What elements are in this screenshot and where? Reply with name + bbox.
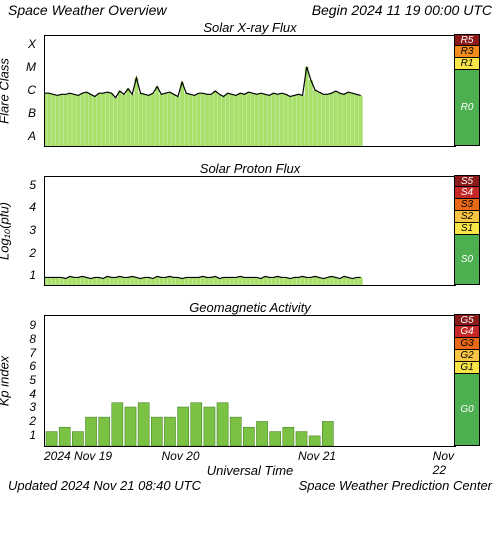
footer-row: Updated 2024 Nov 21 08:40 UTC Space Weat… — [0, 478, 500, 495]
scale-seg-g1: G1 — [455, 362, 479, 374]
ytick: C — [27, 83, 36, 97]
ytick: 8 — [29, 332, 36, 346]
ytick: 4 — [29, 387, 36, 401]
ytick: 1 — [29, 428, 36, 442]
ytick: X — [28, 37, 36, 51]
scale-seg-g4: G4 — [455, 326, 479, 338]
scale-seg-g0: G0 — [455, 374, 479, 445]
xaxis-label: Universal Time — [0, 463, 500, 478]
xray-scalebar: R5R3R1R0 — [454, 34, 480, 146]
ytick: 1 — [29, 268, 36, 282]
scale-seg-s1: S1 — [455, 223, 479, 235]
ytick: B — [28, 106, 36, 120]
ytick: 4 — [29, 200, 36, 214]
xray-title: Solar X-ray Flux — [0, 20, 500, 35]
header-row: Space Weather Overview Begin 2024 11 19 … — [0, 0, 500, 18]
proton-title: Solar Proton Flux — [0, 161, 500, 176]
xray-ylabel: Flare Class — [0, 58, 12, 124]
ytick: 2 — [29, 246, 36, 260]
xtick: Nov 20 — [162, 449, 200, 463]
proton-scalebar: S5S4S3S2S1S0 — [454, 175, 480, 285]
credit-text: Space Weather Prediction Center — [299, 478, 492, 493]
proton-plot — [44, 176, 456, 286]
ytick: 7 — [29, 346, 36, 360]
updated-time: Updated 2024 Nov 21 08:40 UTC — [8, 478, 201, 493]
ytick: 3 — [29, 223, 36, 237]
scale-seg-r3: R3 — [455, 46, 479, 58]
scale-seg-r5: R5 — [455, 35, 479, 46]
scale-seg-g5: G5 — [455, 315, 479, 326]
scale-seg-s3: S3 — [455, 199, 479, 211]
kp-title: Geomagnetic Activity — [0, 300, 500, 315]
xtick: 2024 Nov 19 — [44, 449, 112, 463]
proton-panel: Log₁₀(pfu) 54321 S5S4S3S2S1S0 — [44, 176, 454, 286]
scale-seg-s2: S2 — [455, 211, 479, 223]
xtick: Nov 22 — [433, 449, 454, 477]
ytick: M — [26, 60, 36, 74]
scale-seg-s4: S4 — [455, 187, 479, 199]
scale-seg-g2: G2 — [455, 350, 479, 362]
proton-ylabel: Log₁₀(pfu) — [0, 202, 12, 260]
ytick: 5 — [29, 178, 36, 192]
kp-panel: Kp index 987654321 G5G4G3G2G1G0 — [44, 315, 454, 447]
kp-plot — [44, 315, 456, 447]
scale-seg-g3: G3 — [455, 338, 479, 350]
ytick: 9 — [29, 318, 36, 332]
ytick: A — [28, 129, 36, 143]
begin-time: Begin 2024 11 19 00:00 UTC — [312, 2, 492, 18]
xray-plot — [44, 35, 456, 147]
kp-ylabel: Kp index — [0, 356, 12, 407]
kp-scalebar: G5G4G3G2G1G0 — [454, 314, 480, 446]
scale-seg-r0: R0 — [455, 70, 479, 145]
ytick: 5 — [29, 373, 36, 387]
ytick: 6 — [29, 359, 36, 373]
scale-seg-s5: S5 — [455, 176, 479, 187]
xaxis-ticks: 2024 Nov 19Nov 20Nov 21Nov 22 — [44, 449, 454, 463]
xray-panel: Flare Class XMCBA R5R3R1R0 — [44, 35, 454, 147]
xtick: Nov 21 — [298, 449, 336, 463]
page-title: Space Weather Overview — [8, 2, 166, 18]
ytick: 2 — [29, 414, 36, 428]
scale-seg-r1: R1 — [455, 58, 479, 70]
ytick: 3 — [29, 400, 36, 414]
scale-seg-s0: S0 — [455, 235, 479, 284]
space-weather-overview: Space Weather Overview Begin 2024 11 19 … — [0, 0, 500, 533]
